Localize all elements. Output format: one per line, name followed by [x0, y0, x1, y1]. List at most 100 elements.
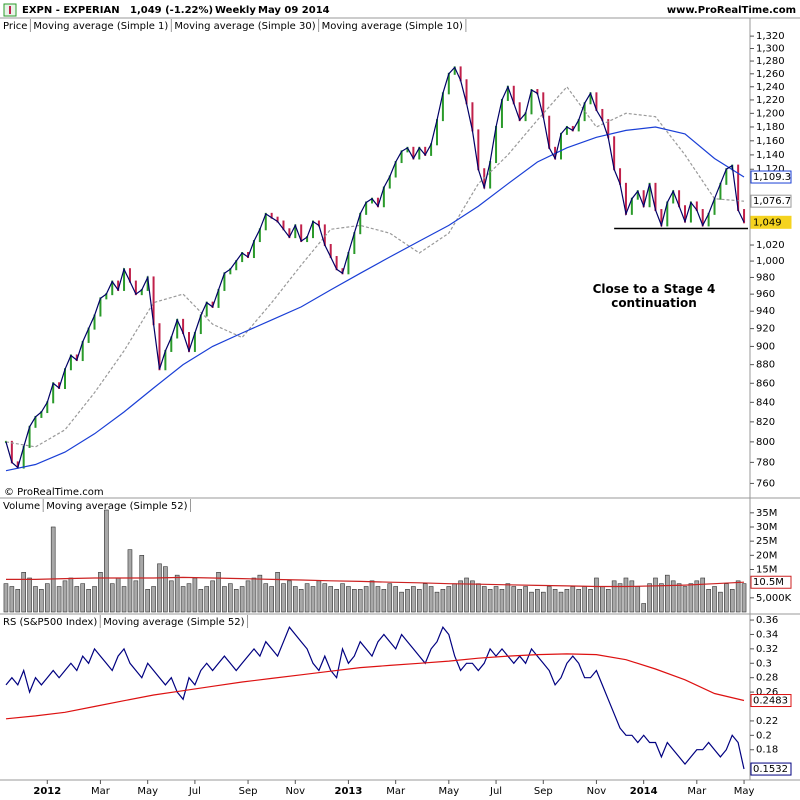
volume-bar: [62, 580, 68, 613]
volume-bar: [316, 580, 322, 613]
volume-bar: [363, 586, 369, 613]
x-tick-label: May: [734, 786, 755, 797]
volume-bar: [422, 583, 428, 613]
y-tick-label: 1,020: [756, 240, 785, 251]
y-tick-label: 15M: [756, 564, 777, 575]
price-bar: [323, 224, 326, 247]
price-bar: [471, 102, 474, 132]
volume-bar: [552, 589, 558, 613]
price-bar: [365, 201, 368, 215]
volume-bar: [381, 589, 387, 613]
x-tick-label: Jul: [489, 786, 502, 797]
price-bar: [695, 201, 698, 212]
volume-bar: [74, 586, 80, 613]
volume-bar: [635, 586, 641, 613]
volume-bar: [275, 572, 280, 613]
price-bar: [619, 168, 622, 185]
volume-bar: [222, 586, 227, 613]
price-bar: [140, 288, 143, 296]
volume-bar: [304, 583, 310, 613]
volume-bar: [387, 583, 393, 613]
price-bar: [548, 115, 551, 149]
volume-bar: [245, 580, 251, 613]
legend-entry: Moving average (Simple 10): [322, 21, 463, 32]
volume-bar: [186, 583, 192, 613]
price-bar: [601, 108, 604, 122]
y-tick-label: 760: [756, 478, 775, 489]
price-bar: [459, 66, 462, 82]
price-bar: [595, 92, 598, 111]
y-tick-label: 900: [756, 341, 775, 352]
price-bar: [388, 175, 391, 189]
volume-bar: [582, 586, 587, 613]
price-bar: [465, 79, 468, 105]
x-tick-label: May: [137, 786, 158, 797]
x-tick-label: Sep: [534, 786, 553, 797]
price-bar: [81, 340, 84, 362]
volume-bar: [629, 580, 635, 613]
volume-bar: [257, 574, 263, 613]
price-bar: [288, 228, 291, 239]
volume-bar: [546, 586, 552, 613]
legend-entry: Moving average (Simple 52): [103, 617, 244, 628]
price-bar: [394, 161, 397, 178]
price-bar: [536, 89, 539, 95]
price-bar: [105, 293, 108, 300]
volume-bar: [104, 509, 109, 613]
volume-bar: [481, 586, 487, 613]
price-bar: [123, 268, 126, 291]
volume-bar: [80, 583, 86, 613]
volume-bar: [670, 580, 676, 613]
y-tick-label: 1,200: [756, 108, 785, 119]
x-tick-label: Nov: [587, 786, 607, 797]
price-bar: [542, 92, 545, 118]
volume-bar: [694, 580, 700, 613]
volume-bar: [145, 589, 150, 613]
price-bar: [87, 327, 90, 343]
volume-bar: [729, 589, 735, 613]
volume-bar: [434, 591, 440, 613]
volume-bar: [529, 591, 534, 613]
volume-bar: [228, 583, 233, 613]
y-tick-label: 5,000K: [756, 593, 792, 604]
price-bar: [40, 411, 43, 418]
y-tick-label: 0.32: [756, 644, 778, 655]
price-bar: [707, 212, 710, 227]
price-bar: [229, 268, 232, 275]
volume-bar: [216, 572, 221, 613]
y-tick-label: 0.22: [756, 716, 778, 727]
volume-bar: [44, 583, 50, 613]
value-box: [750, 194, 792, 208]
x-tick-label: May: [438, 786, 459, 797]
price-bar: [684, 205, 686, 223]
volume-bar: [174, 574, 180, 613]
volume-bar: [470, 580, 475, 613]
y-tick-label: 800: [756, 437, 775, 448]
y-tick-label: 820: [756, 417, 775, 428]
volume-bar: [741, 583, 747, 613]
price-bar: [737, 164, 740, 212]
price-bar: [128, 268, 131, 283]
price-bar: [170, 336, 173, 352]
y-tick-label: 35M: [756, 508, 777, 519]
price-bar: [93, 314, 96, 330]
volume-bar: [352, 589, 357, 613]
volume-bar: [68, 577, 74, 613]
volume-bar: [233, 589, 239, 613]
volume-bar: [328, 586, 334, 613]
price-bar: [111, 280, 114, 296]
volume-bar: [735, 580, 741, 613]
volume-bar: [700, 577, 706, 613]
price-bar: [235, 260, 238, 271]
volume-bar: [269, 586, 274, 613]
symbol: EXPN - EXPERIAN: [22, 5, 120, 16]
volume-bar: [476, 583, 481, 613]
price-bar: [193, 332, 196, 352]
volume-bar: [594, 577, 599, 613]
price-bar: [241, 252, 244, 263]
y-tick-label: 780: [756, 457, 775, 468]
price-bar: [430, 143, 433, 156]
volume-bar: [458, 580, 463, 613]
legend-entry: Moving average (Simple 1): [33, 21, 168, 32]
